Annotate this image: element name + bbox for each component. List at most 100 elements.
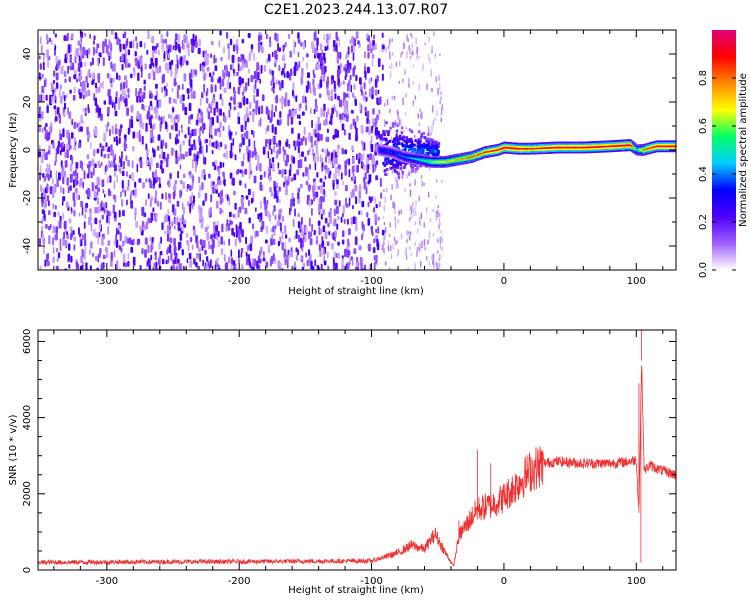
spectrogram-cell (40, 155, 44, 164)
spectrogram-cell (192, 33, 195, 42)
spectrogram-cell (597, 142, 599, 145)
spectrogram-cell (358, 152, 361, 159)
spectrogram-cell (159, 251, 163, 256)
spectrogram-cell (300, 241, 302, 249)
spectrogram-cell (397, 156, 399, 159)
spectrogram-cell (59, 142, 63, 148)
spectrogram-cell (391, 140, 395, 144)
spectrogram-cell (439, 166, 442, 168)
spectrogram-cell (606, 150, 609, 153)
spectrogram-cell (232, 138, 235, 146)
spectrogram-cell (94, 97, 98, 107)
spectrogram-cell (238, 102, 242, 109)
spectrogram-cell (382, 131, 385, 135)
spectrogram-cell (129, 41, 133, 49)
spectrogram-cell (416, 156, 418, 159)
spectrogram-cell (615, 143, 617, 146)
spectrogram-cell (298, 234, 301, 243)
spectrogram-cell (352, 92, 355, 98)
spectrogram-cell (242, 91, 245, 96)
spectrogram-cell (394, 154, 396, 156)
spectrogram-cell (441, 236, 443, 243)
spectrogram-cell (303, 126, 306, 136)
spectrogram-cell (59, 129, 61, 134)
spectrogram-cell (175, 33, 178, 41)
spectrogram-cell (527, 142, 530, 145)
spectrogram-cell (587, 148, 590, 150)
spectrogram-cell (536, 150, 538, 153)
spectrogram-cell (485, 154, 487, 157)
spectrogram-cell (80, 255, 83, 264)
spectrogram-cell (59, 84, 62, 90)
spectrogram-cell (44, 259, 47, 267)
spectrogram-cell (390, 156, 393, 159)
spectrogram-cell (460, 154, 463, 157)
spectrogram-cell (383, 241, 385, 246)
spectrogram-cell (254, 230, 257, 238)
spectrogram-cell (61, 65, 64, 72)
spectrogram-cell (524, 152, 526, 155)
spectrogram-cell (618, 143, 621, 145)
spectrogram-cell (424, 246, 426, 251)
spectrogram-cell (605, 150, 608, 153)
spectrogram-cell (427, 155, 430, 158)
spectrogram-cell (432, 156, 434, 158)
spectrogram-cell (252, 130, 255, 138)
spectrogram-cell (438, 157, 441, 160)
spectrogram-cell (511, 152, 514, 155)
spectrogram-cell (237, 86, 241, 95)
spectrogram-cell (233, 96, 236, 105)
spectrogram-cell (568, 143, 571, 145)
spectrogram-cell (171, 221, 173, 227)
spectrogram-cell (72, 230, 75, 236)
spectrogram-cell (76, 47, 79, 57)
spectrogram-cell (339, 99, 343, 108)
spectrogram-cell (45, 224, 48, 229)
spectrogram-cell (320, 133, 323, 141)
spectrogram-cell (90, 222, 93, 232)
spectrogram-cell (244, 168, 248, 175)
spectrogram-cell (405, 161, 408, 164)
spectrogram-cell (537, 152, 539, 155)
spectrogram-cell (407, 148, 411, 152)
spectrogram-cell (334, 230, 337, 238)
spectrogram-cell (134, 51, 137, 57)
spectrogram-cell (468, 158, 470, 161)
spectrogram-cell (610, 147, 612, 149)
spectrogram-cell (438, 159, 441, 162)
spectrogram-cell (192, 176, 195, 183)
spectrogram-cell (448, 155, 450, 158)
spectrogram-cell (380, 146, 382, 148)
spectrogram-cell (459, 156, 462, 159)
spectrogram-cell (323, 33, 326, 41)
spectrogram-cell (339, 52, 342, 60)
spectrogram-cell (386, 156, 389, 160)
spectrogram-cell (274, 215, 277, 220)
spectrogram-cell (422, 164, 425, 167)
spectrogram-cell (316, 147, 318, 154)
spectrogram-cell (302, 235, 305, 241)
spectrogram-cell (613, 141, 615, 144)
spectrogram-cell (432, 159, 434, 162)
spectrogram-cell (385, 150, 388, 153)
spectrogram-cell (389, 151, 392, 153)
spectrogram-cell (473, 150, 476, 152)
spectrogram-cell (391, 156, 394, 159)
spectrogram-cell (408, 162, 411, 164)
spectrogram-cell (513, 142, 516, 145)
spectrogram-cell (631, 143, 633, 146)
spectrogram-cell (479, 147, 482, 150)
spectrogram-cell (79, 182, 82, 188)
spectrogram-cell (388, 233, 391, 238)
spectrogram-cell (634, 147, 636, 150)
spectrogram-cell (628, 139, 630, 142)
spectrogram-cell (598, 151, 600, 153)
spectrogram-cell (565, 150, 568, 152)
spectrogram-cell (427, 163, 430, 166)
spectrogram-cell (467, 161, 469, 164)
spectrogram-cell (503, 148, 505, 151)
spectrogram-cell (272, 226, 275, 233)
spectrogram-cell (246, 117, 250, 123)
spectrogram-cell (400, 149, 402, 152)
spectrogram-cell (300, 42, 303, 47)
